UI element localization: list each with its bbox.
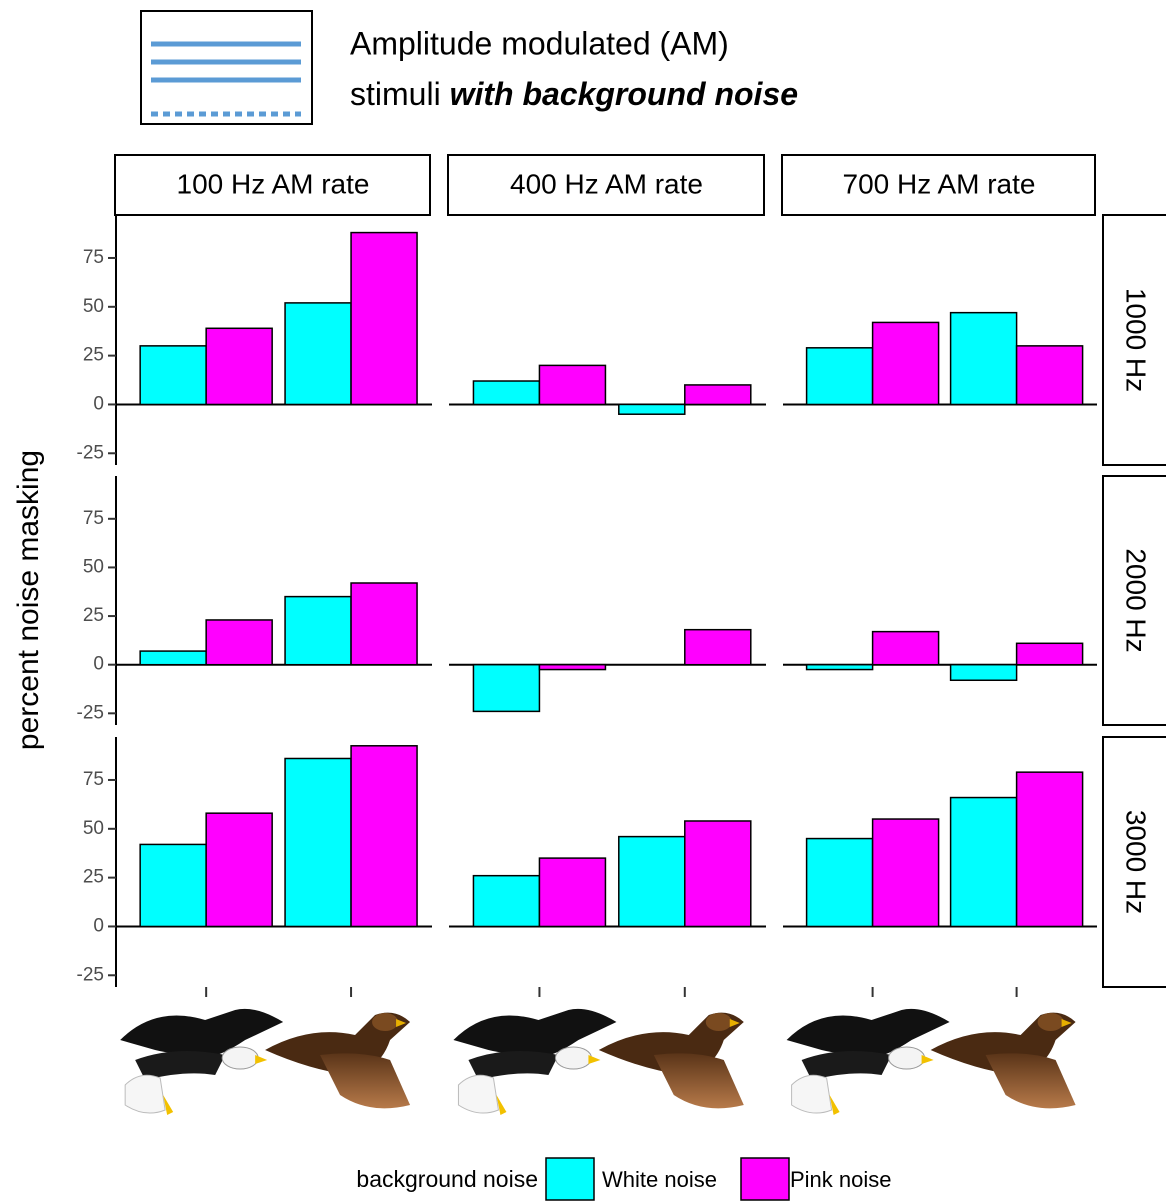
- y-tick-label: -25: [77, 442, 104, 463]
- bar: [807, 665, 873, 670]
- bar: [140, 651, 206, 665]
- row-strip-label: 2000 Hz: [1121, 548, 1152, 652]
- bald-eagle-image: [453, 1009, 616, 1115]
- subtitle-text: stimuli: [350, 76, 441, 112]
- bar: [206, 620, 272, 665]
- bar: [539, 665, 605, 670]
- bald-eagle-image: [787, 1009, 950, 1115]
- golden-eagle-image: [931, 1013, 1076, 1109]
- bald-eagle-image: [120, 1009, 283, 1115]
- bar: [140, 844, 206, 926]
- golden-eagle-image: [599, 1013, 744, 1109]
- bar: [873, 632, 939, 665]
- y-tick-label: 75: [83, 247, 104, 268]
- row-strip-label: 1000 Hz: [1121, 288, 1152, 392]
- bar: [873, 819, 939, 926]
- bar: [685, 821, 751, 926]
- bar: [473, 665, 539, 712]
- legend-label: White noise: [602, 1167, 717, 1192]
- bar: [807, 348, 873, 405]
- column-strip-label: 100 Hz AM rate: [177, 168, 370, 199]
- bar: [206, 328, 272, 404]
- y-tick-label: 50: [83, 818, 104, 839]
- bar: [351, 233, 417, 405]
- page: Amplitude modulated (AM) stimuli with ba…: [0, 0, 1166, 1201]
- bar: [951, 313, 1017, 405]
- bar: [1017, 772, 1083, 926]
- bar: [206, 813, 272, 926]
- y-tick-label: 0: [93, 393, 104, 414]
- y-tick-label: 50: [83, 296, 104, 317]
- bar: [619, 837, 685, 927]
- y-tick-label: -25: [77, 702, 104, 723]
- y-tick-label: 0: [93, 915, 104, 936]
- legend-key: [741, 1158, 789, 1200]
- title: Amplitude modulated (AM): [350, 25, 729, 61]
- y-tick-label: -25: [77, 964, 104, 985]
- y-tick-label: 25: [83, 605, 104, 626]
- chart: Amplitude modulated (AM) stimuli with ba…: [0, 0, 1166, 1201]
- bar: [285, 597, 351, 665]
- bar: [1017, 346, 1083, 405]
- bar: [285, 303, 351, 405]
- column-strip-label: 400 Hz AM rate: [510, 168, 703, 199]
- legend-title: background noise: [356, 1166, 538, 1192]
- bar: [807, 839, 873, 927]
- bar: [539, 365, 605, 404]
- bar: [473, 876, 539, 927]
- bar: [473, 381, 539, 404]
- bar: [140, 346, 206, 405]
- y-tick-label: 25: [83, 867, 104, 888]
- y-axis-label: percent noise masking: [12, 450, 45, 750]
- subtitle-emphasis: with background noise: [450, 76, 798, 112]
- legend-label: Pink noise: [790, 1167, 892, 1192]
- y-tick-label: 25: [83, 345, 104, 366]
- y-tick-label: 75: [83, 508, 104, 529]
- bar: [285, 758, 351, 926]
- y-tick-label: 0: [93, 654, 104, 675]
- row-strip-label: 3000 Hz: [1121, 810, 1152, 914]
- bar: [539, 858, 605, 926]
- bar: [873, 322, 939, 404]
- bar: [951, 665, 1017, 681]
- legend-icon-box: [141, 11, 312, 124]
- column-strip-label: 700 Hz AM rate: [843, 168, 1036, 199]
- subtitle: stimuli with background noise: [350, 76, 798, 112]
- bar: [351, 746, 417, 927]
- golden-eagle-image: [265, 1013, 410, 1109]
- y-tick-label: 75: [83, 769, 104, 790]
- bar: [685, 630, 751, 665]
- bar: [1017, 643, 1083, 664]
- bar: [619, 404, 685, 414]
- bar: [685, 385, 751, 405]
- bar: [351, 583, 417, 665]
- bar: [951, 798, 1017, 927]
- legend-key: [546, 1158, 594, 1200]
- y-tick-label: 50: [83, 556, 104, 577]
